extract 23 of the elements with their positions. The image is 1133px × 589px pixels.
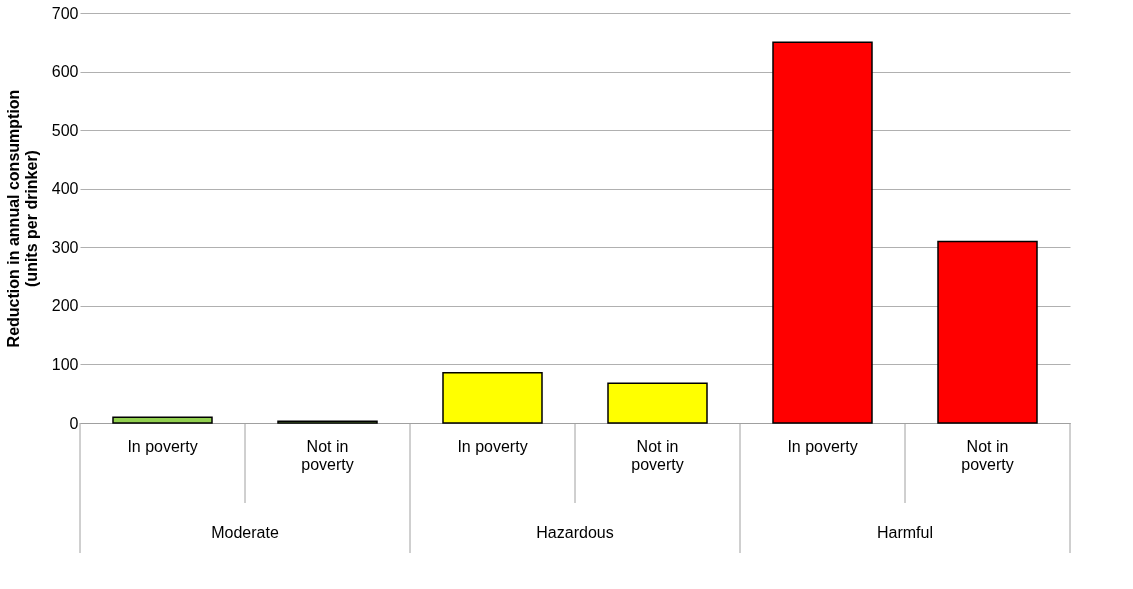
y-axis-title: Reduction in annual consumption (units per drinker) — [4, 89, 40, 348]
bar — [607, 382, 708, 424]
bar — [112, 416, 213, 424]
bar — [937, 240, 1038, 424]
x-tick-label: Not in poverty — [631, 438, 684, 473]
y-tick-label: 600 — [51, 63, 79, 81]
y-tick-label: 200 — [51, 297, 79, 315]
y-tick-label: 500 — [51, 121, 79, 139]
bar — [442, 371, 543, 424]
text: Harmful — [876, 524, 934, 541]
x-tick-label: Not in poverty — [961, 438, 1014, 473]
x-tick-label: In poverty — [787, 438, 858, 455]
y-tick-label: 400 — [51, 180, 79, 198]
x-tick-label: In poverty — [457, 438, 528, 455]
text: Hazardous — [536, 524, 614, 541]
y-tick-label: 100 — [51, 355, 79, 373]
x-tick-label: In poverty — [127, 438, 198, 455]
y-tick-label: 700 — [51, 4, 79, 22]
bar — [772, 41, 873, 424]
text: Moderate — [211, 524, 279, 541]
y-tick-label: 300 — [51, 238, 79, 256]
y-tick-label: 0 — [69, 414, 79, 432]
x-tick-label: Not in poverty — [301, 438, 354, 473]
